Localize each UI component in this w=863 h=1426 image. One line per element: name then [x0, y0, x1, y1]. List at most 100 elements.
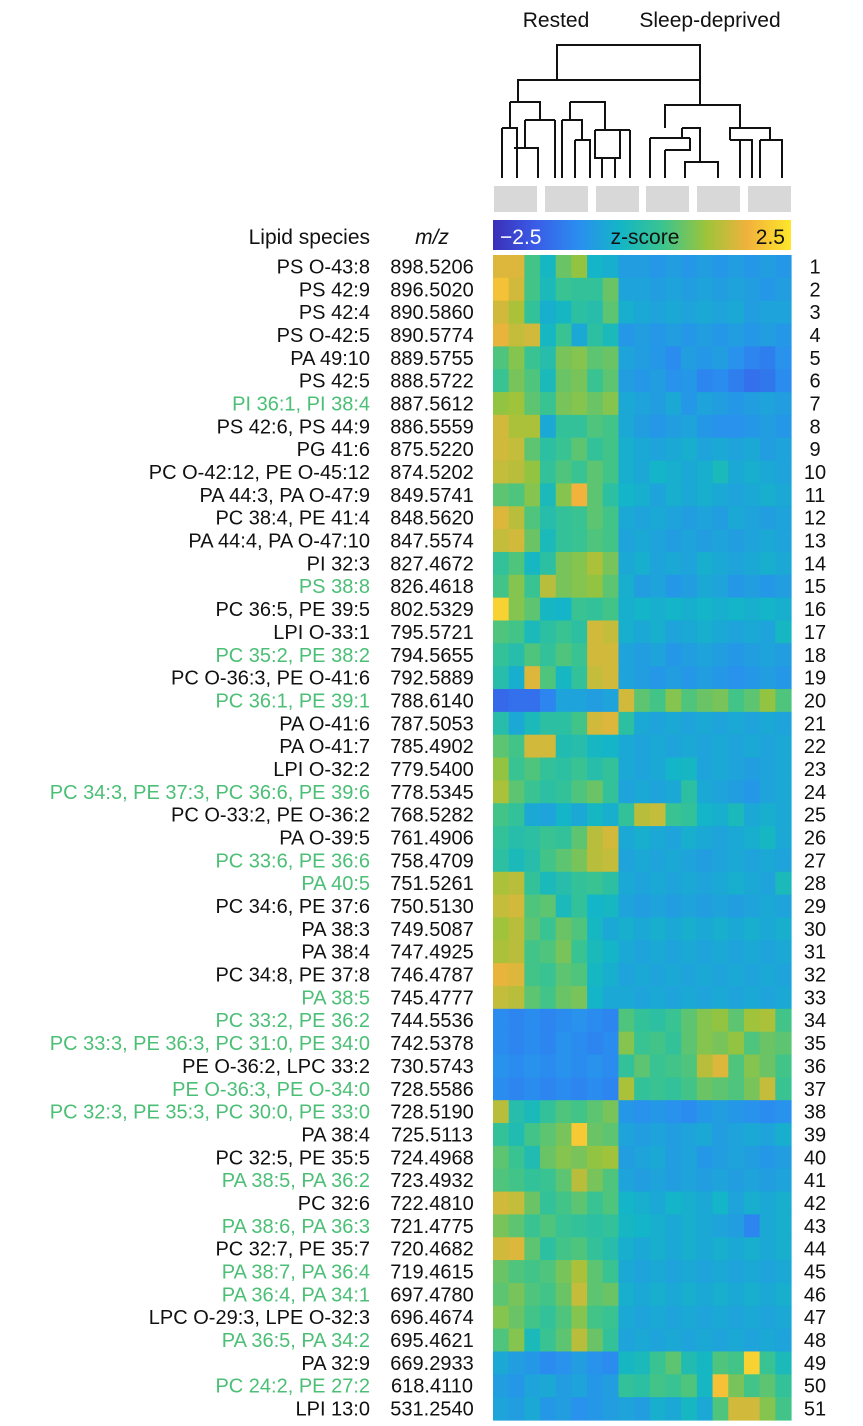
row-mz-label: 722.4810 — [390, 1193, 473, 1215]
heatmap-cell — [602, 437, 620, 462]
heatmap-cell — [728, 1191, 745, 1216]
heatmap-cell — [728, 1237, 745, 1261]
heatmap-cell — [587, 1054, 604, 1078]
row-index-label: 20 — [804, 690, 826, 712]
heatmap-cell — [649, 551, 667, 576]
heatmap-cell — [540, 597, 557, 622]
colorbar-max-label: 2.5 — [756, 226, 785, 249]
row-species-label: PA 38:3 — [301, 919, 370, 941]
row-species-label: PC 38:4, PE 41:4 — [215, 508, 370, 530]
heatmap-cell — [602, 277, 620, 302]
heatmap-cell — [696, 711, 714, 736]
heatmap-cell — [602, 1328, 620, 1353]
heatmap-cell — [540, 1077, 557, 1101]
heatmap-cell — [759, 826, 776, 850]
heatmap-cell — [524, 1168, 541, 1193]
heatmap-cell — [571, 1260, 588, 1284]
heatmap-cell — [696, 963, 714, 987]
heatmap-cell — [665, 1260, 682, 1284]
heatmap-cell — [602, 529, 620, 553]
row-mz-label: 728.5586 — [390, 1079, 473, 1101]
heatmap-cell — [555, 1123, 573, 1147]
heatmap-cell — [508, 711, 525, 736]
colorbar-min-label: −2.5 — [500, 226, 541, 249]
heatmap-cell — [775, 529, 792, 553]
heatmap-cell — [634, 803, 651, 827]
row-index-label: 11 — [805, 485, 826, 507]
heatmap-cell — [571, 848, 588, 873]
heatmap-cell — [728, 871, 745, 896]
heatmap-cell — [775, 1168, 792, 1193]
heatmap-cell — [493, 1031, 510, 1056]
heatmap-cell — [587, 483, 604, 507]
heatmap-cell — [587, 620, 604, 644]
heatmap-cell — [743, 506, 761, 530]
row-index-label: 9 — [809, 439, 820, 461]
heatmap-cell — [571, 711, 588, 736]
heatmap-cell — [493, 460, 510, 485]
heatmap-cell — [649, 506, 667, 530]
heatmap-cell — [571, 529, 588, 553]
row-mz-label: 788.6140 — [390, 690, 473, 712]
heatmap-cell — [571, 346, 588, 370]
heatmap-cell — [493, 803, 510, 827]
row-index-label: 10 — [804, 462, 826, 484]
heatmap-cell — [493, 1237, 510, 1261]
heatmap-cell — [759, 1282, 776, 1307]
heatmap-cell — [493, 1374, 510, 1398]
heatmap-cell — [555, 1351, 573, 1375]
row-species-label: PC O-33:2, PE O-36:2 — [171, 805, 370, 827]
heatmap-cell — [759, 1260, 776, 1284]
heatmap-cell — [696, 734, 714, 759]
heatmap-cell — [555, 414, 573, 439]
heatmap-cell — [618, 277, 635, 302]
heatmap-cell — [634, 963, 651, 987]
row-mz-label: 695.4621 — [390, 1330, 473, 1352]
heatmap-cell — [555, 734, 573, 759]
row-mz-label: 742.5378 — [390, 1033, 473, 1055]
heatmap-cell — [728, 711, 745, 736]
heatmap-cell — [618, 1374, 635, 1398]
row-species-label: PC 32:7, PE 35:7 — [215, 1239, 370, 1261]
heatmap-cell — [602, 848, 620, 873]
row-mz-label: 669.2933 — [390, 1353, 473, 1375]
heatmap-cell — [571, 255, 588, 279]
row-mz-label: 696.4674 — [390, 1307, 473, 1329]
heatmap-cell — [743, 483, 761, 507]
heatmap-cell — [618, 780, 635, 804]
heatmap-cell — [649, 711, 667, 736]
heatmap-cell — [712, 1328, 729, 1353]
heatmap-cell — [555, 574, 573, 599]
heatmap-cell — [665, 277, 682, 302]
heatmap-cell — [524, 940, 541, 964]
heatmap-cell — [602, 1282, 620, 1307]
heatmap-cell — [728, 369, 745, 393]
heatmap-cell — [759, 597, 776, 622]
heatmap-cell — [524, 574, 541, 599]
heatmap-cell — [649, 666, 667, 690]
colorbar-title: z-score — [611, 226, 680, 249]
heatmap-cell — [493, 985, 510, 1010]
row-index-label: 46 — [804, 1284, 826, 1306]
heatmap-cell — [665, 1168, 682, 1193]
heatmap-cell — [571, 757, 588, 781]
heatmap-cell — [665, 255, 682, 279]
heatmap-cell — [681, 940, 698, 964]
heatmap-cell — [665, 1214, 682, 1238]
dendrogram-branch — [556, 44, 701, 80]
heatmap-cell — [634, 346, 651, 370]
heatmap-cell — [759, 780, 776, 804]
heatmap-cell — [618, 529, 635, 553]
heatmap-cell — [493, 483, 510, 507]
heatmap-cell — [587, 848, 604, 873]
heatmap-cell — [775, 346, 792, 370]
heatmap-cell — [508, 1100, 525, 1124]
heatmap-cell — [649, 940, 667, 964]
heatmap-cell — [555, 551, 573, 576]
row-index-label: 34 — [804, 1010, 826, 1032]
heatmap-cell — [696, 1077, 714, 1101]
heatmap-cell — [775, 369, 792, 393]
row-mz-label: 749.5087 — [390, 919, 473, 941]
heatmap-cell — [665, 529, 682, 553]
dendrogram-branch — [501, 127, 518, 178]
